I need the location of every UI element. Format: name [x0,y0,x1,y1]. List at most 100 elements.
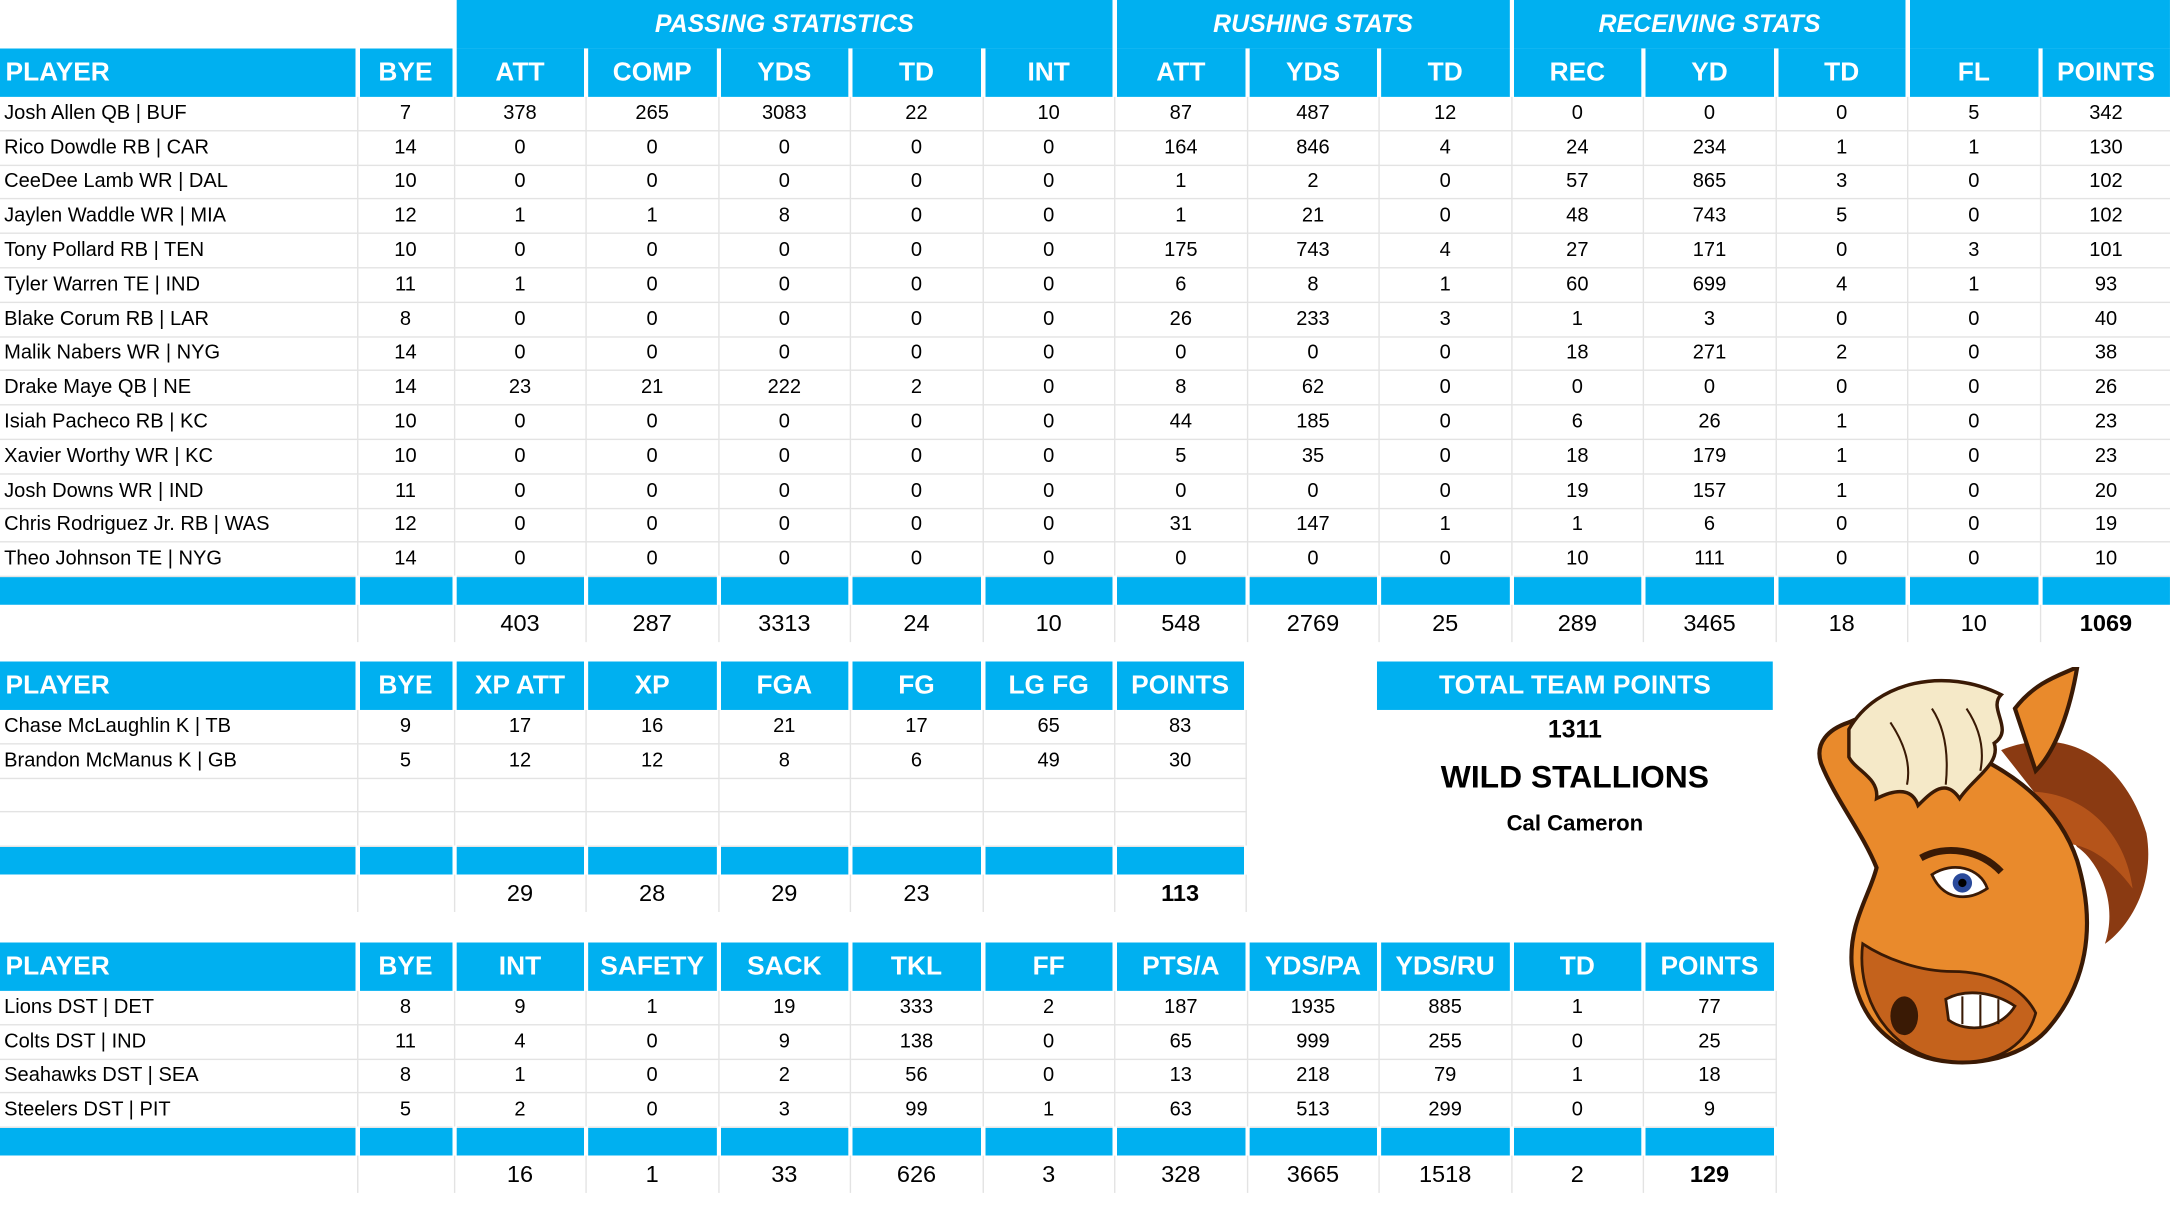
player-name-cell: Chris Rodriguez Jr. RB | WAS [0,507,358,543]
stat-cell: 2 [1246,164,1380,200]
stat-cell: 0 [586,302,719,338]
receiving-group-header: RECEIVING STATS [1511,0,1910,49]
stat-cell: 0 [1907,405,2041,441]
stat-cell: 2 [1775,336,1909,372]
total-cell: 626 [850,1155,984,1194]
stat-cell: 101 [2039,233,2170,269]
stat-cell: 93 [2039,267,2170,303]
stat-cell: 5 [357,1093,455,1129]
player-name-cell: Rico Dowdle RB | CAR [0,130,358,166]
stat-cell: 0 [1379,405,1512,441]
stat-cell: 3083 [718,96,852,132]
stat-cell: 0 [1907,507,2041,543]
stat-cell: 271 [1643,336,1777,372]
total-cell: 24 [850,604,984,643]
stat-cell: 487 [1246,96,1380,132]
passing-group-header: PASSING STATISTICS [453,0,1117,49]
stat-cell: 21 [718,709,852,745]
kickers-col-header: BYE [357,661,456,710]
stat-cell: 99 [850,1093,984,1129]
player-name-cell: Tyler Warren TE | IND [0,267,358,303]
player-name-cell: CeeDee Lamb WR | DAL [0,164,358,200]
stat-cell: 0 [1114,542,1248,578]
stat-cell: 0 [1379,336,1512,372]
stat-cell: 0 [1246,336,1380,372]
offense-row: Xavier Worthy WR | KC 10 0 0 0 0 0 5 35 0 18 179 1 0 2… [0,439,2170,475]
stat-cell: 0 [718,473,852,509]
offense-col-header: REC [1511,48,1646,97]
stat-cell: 12 [357,507,455,543]
kickers-col-header: PLAYER [0,661,360,710]
stat-cell: 14 [357,370,455,406]
kickers-col-header: XP [586,661,721,710]
stat-cell: 111 [1643,542,1777,578]
stat-cell: 1 [1114,164,1248,200]
offense-row: Tyler Warren TE | IND 11 1 0 0 0 0 6 8 1 60 699 4 1 93 [0,267,2170,303]
kickers-row: Brandon McManus K | GB 5 12 12 8 6 49 30 [0,743,1247,779]
total-cell: 28 [586,874,719,913]
stat-cell: 26 [1643,405,1777,441]
stat-cell: 0 [453,130,587,166]
offense-row: Chris Rodriguez Jr. RB | WAS 12 0 0 0 0 0 31 147… [0,507,2170,543]
stat-cell: 3 [1775,164,1909,200]
stat-cell: 5 [1775,199,1909,235]
defense-row: Seahawks DST | SEA 8 1 0 2 56 0 13 218 79 1 18 [0,1058,1777,1094]
stat-cell: 3 [1907,233,2041,269]
stat-cell: 0 [718,302,852,338]
total-cell [0,604,358,643]
stat-cell: 0 [850,439,984,475]
stat-cell: 0 [1379,199,1512,235]
defense-col-header: PTS/A [1114,942,1249,991]
player-name-cell: Tony Pollard RB | TEN [0,233,358,269]
stat-cell: 0 [718,542,852,578]
total-cell [982,874,1116,913]
stat-cell: 0 [982,473,1116,509]
stat-cell: 222 [718,370,852,406]
offense-row: Blake Corum RB | LAR 8 0 0 0 0 0 26 233 3 1 3 0 0 40 [0,302,2170,338]
stat-cell: 0 [586,1093,719,1129]
player-name-cell: Blake Corum RB | LAR [0,302,358,338]
stat-cell: 0 [1775,96,1909,132]
stat-cell: 14 [357,542,455,578]
stat-cell: 10 [1511,542,1645,578]
stat-cell: 1 [1379,507,1512,543]
player-name-cell: Chase McLaughlin K | TB [0,709,358,745]
stat-cell: 83 [1114,709,1247,745]
team-name: WILD STALLIONS [1440,758,1709,795]
stat-cell: 4 [1775,267,1909,303]
stat-cell: 0 [1907,164,2041,200]
stat-cell: 0 [1775,302,1909,338]
stat-cell: 102 [2039,199,2170,235]
stat-cell: 0 [1907,336,2041,372]
stat-cell: 378 [453,96,587,132]
stat-cell: 19 [2039,507,2170,543]
stat-cell: 0 [1114,336,1248,372]
stat-cell: 0 [850,302,984,338]
stat-cell: 0 [718,267,852,303]
stat-cell: 79 [1379,1058,1512,1094]
stat-cell: 0 [1775,507,1909,543]
stat-cell: 0 [1643,370,1777,406]
kickers-col-header: FGA [718,661,853,710]
offense-row: CeeDee Lamb WR | DAL 10 0 0 0 0 0 1 2 0 57 865 3 0 102 [0,164,2170,200]
stat-cell: 1 [1114,199,1248,235]
stat-cell: 1 [982,1093,1116,1129]
player-name-cell: Seahawks DST | SEA [0,1058,358,1094]
stat-cell: 0 [586,130,719,166]
stat-cell: 0 [850,199,984,235]
total-cell: 328 [1114,1155,1248,1194]
stat-cell: 0 [1511,1093,1645,1129]
offense-col-header: TD [1775,48,1910,97]
stat-cell: 14 [357,130,455,166]
total-cell: 3465 [1643,604,1777,643]
stat-cell: 4 [1379,130,1512,166]
stat-cell: 255 [1379,1024,1512,1060]
stat-cell: 21 [1246,199,1380,235]
stat-cell: 0 [1511,96,1645,132]
player-name-cell: Colts DST | IND [0,1024,358,1060]
stat-cell: 10 [357,439,455,475]
stat-cell: 0 [1775,370,1909,406]
stat-cell: 12 [453,743,587,779]
stat-cell: 8 [718,743,852,779]
